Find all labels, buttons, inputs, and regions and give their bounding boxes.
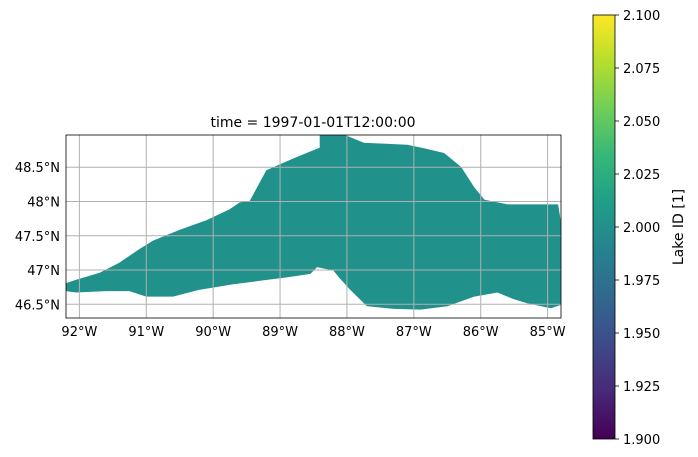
map-axes-frame bbox=[65, 134, 562, 319]
colorbar-ticks: 1.900 1.925 1.950 1.975 2.000 2.025 2.050 2.075… bbox=[615, 9, 660, 448]
x-tick-label: 91°W bbox=[128, 325, 164, 340]
x-axis-ticks: 92°W 91°W 90°W 89°W 88°W 87°W 86°W 85°W bbox=[61, 325, 565, 340]
x-tick-label: 89°W bbox=[262, 325, 298, 340]
x-tick-label: 85°W bbox=[530, 325, 566, 340]
map-title: time = 1997-01-01T12:00:00 bbox=[210, 115, 415, 131]
y-tick-label: 46.5°N bbox=[15, 298, 60, 313]
colorbar-label: Lake ID [1] bbox=[671, 189, 687, 265]
lake-field-layer bbox=[66, 135, 561, 310]
colorbar-tick-label: 2.100 bbox=[623, 9, 660, 24]
colorbar-tick-label: 2.025 bbox=[623, 168, 660, 183]
y-tick-label: 47°N bbox=[27, 264, 60, 279]
x-tick-label: 87°W bbox=[396, 325, 432, 340]
colorbar-tick-label: 2.050 bbox=[623, 115, 660, 130]
colorbar-tick-label: 1.950 bbox=[623, 327, 660, 342]
x-tick-label: 92°W bbox=[61, 325, 97, 340]
lake-polygon bbox=[66, 135, 561, 310]
colorbar bbox=[592, 14, 616, 440]
x-tick-label: 90°W bbox=[195, 325, 231, 340]
colorbar-tick-label: 1.975 bbox=[623, 274, 660, 289]
colorbar-tick-label: 1.900 bbox=[623, 433, 660, 448]
y-tick-label: 48°N bbox=[27, 195, 60, 210]
y-tick-label: 47.5°N bbox=[15, 230, 60, 245]
colorbar-tick-label: 2.075 bbox=[623, 62, 660, 77]
y-tick-label: 48.5°N bbox=[15, 161, 60, 176]
colorbar-tick-label: 2.000 bbox=[623, 221, 660, 236]
colorbar-tick-label: 1.925 bbox=[623, 380, 660, 395]
y-axis-ticks: 46.5°N 47°N 47.5°N 48°N 48.5°N bbox=[15, 161, 60, 313]
x-tick-label: 86°W bbox=[463, 325, 499, 340]
gridlines bbox=[66, 135, 561, 318]
x-tick-label: 88°W bbox=[329, 325, 365, 340]
